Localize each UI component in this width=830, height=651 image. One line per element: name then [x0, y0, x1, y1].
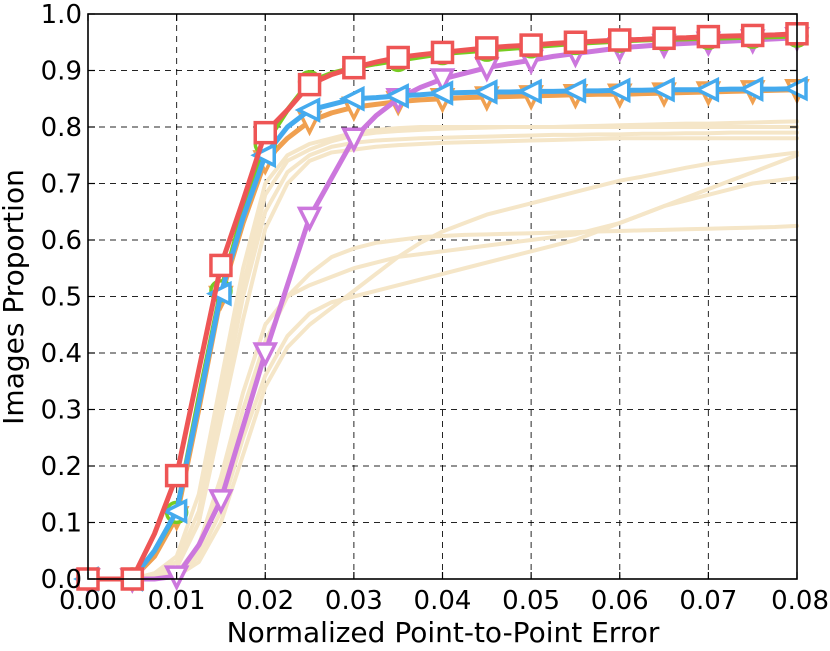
series-4 [76, 22, 809, 591]
x-tick-label: 0.02 [236, 586, 294, 616]
data-point-triangle-down [208, 489, 234, 515]
series-group [73, 22, 810, 594]
data-point-triangle-left [737, 76, 764, 102]
y-tick-label: 0.3 [41, 396, 82, 426]
data-point-triangle-left [161, 498, 188, 525]
background-series-line [86, 125, 799, 581]
data-point-square [342, 55, 366, 80]
data-point-triangle-left [649, 76, 675, 103]
data-point-square [475, 36, 499, 60]
data-point-square [253, 120, 277, 145]
y-tick-label: 0.7 [41, 170, 82, 200]
y-tick-label: 0.2 [41, 452, 82, 482]
data-point-triangle-down [341, 127, 367, 154]
data-point-square [652, 26, 676, 51]
data-point-triangle-left [693, 76, 720, 103]
y-tick-label: 0.6 [41, 226, 82, 256]
y-tick-label: 0.1 [41, 509, 82, 539]
y-axis-label: Images Proportion [0, 169, 30, 425]
data-point-triangle-left [206, 280, 232, 307]
x-tick-label: 0.06 [591, 586, 649, 616]
data-point-square [430, 40, 455, 65]
x-tick-labels: 0.00 0.01 0.02 0.03 0.04 0.05 0.06 0.07 0.08 [59, 14, 829, 616]
x-axis-label: Normalized Point-to-Point Error [227, 616, 660, 649]
data-point-triangle-left [250, 142, 276, 169]
data-point-triangle-left [383, 83, 409, 109]
x-tick-label: 0.05 [502, 586, 560, 616]
data-point-square [297, 72, 322, 97]
data-point-square [164, 463, 189, 488]
data-point-triangle-down [429, 68, 456, 94]
background-series-line [86, 150, 799, 581]
y-tick-label: 0.8 [41, 113, 82, 143]
data-point-triangle-left [471, 79, 498, 105]
x-tick-label: 0.03 [325, 586, 383, 616]
background-series-line [86, 153, 799, 581]
x-tick-label: 0.01 [148, 586, 206, 616]
data-point-square [209, 253, 233, 278]
data-point-triangle-left [560, 78, 587, 104]
data-point-square [386, 45, 410, 70]
data-point-square [608, 28, 632, 52]
x-tick-label: 0.00 [59, 586, 117, 616]
data-point-triangle-left [782, 75, 808, 102]
data-point-triangle-down [252, 342, 279, 368]
data-point-triangle-left [427, 80, 454, 106]
data-point-triangle-left [604, 77, 631, 104]
y-tick-labels: 0.0 0.1 0.2 0.3 0.4 0.5 0.6 0.7 0.8 0.9 1.0 [41, 0, 797, 595]
x-tick-label: 0.04 [414, 586, 472, 616]
y-tick-label: 1.0 [41, 0, 82, 30]
data-point-triangle-left [294, 97, 321, 123]
x-tick-label: 0.08 [771, 586, 829, 616]
y-tick-label: 0.9 [41, 57, 82, 87]
y-tick-label: 0.4 [41, 339, 82, 369]
data-point-square [740, 23, 765, 48]
x-tick-label: 0.07 [679, 586, 737, 616]
data-point-triangle-down [296, 206, 323, 233]
data-point-triangle-left [338, 85, 365, 112]
data-point-square [563, 30, 588, 54]
data-point-square [519, 33, 543, 57]
data-point-triangle-left [516, 78, 542, 105]
y-tick-label: 0.5 [41, 283, 82, 313]
background-series-line [86, 136, 799, 581]
y-tick-label: 0.0 [41, 565, 82, 595]
data-point-square [696, 24, 721, 49]
